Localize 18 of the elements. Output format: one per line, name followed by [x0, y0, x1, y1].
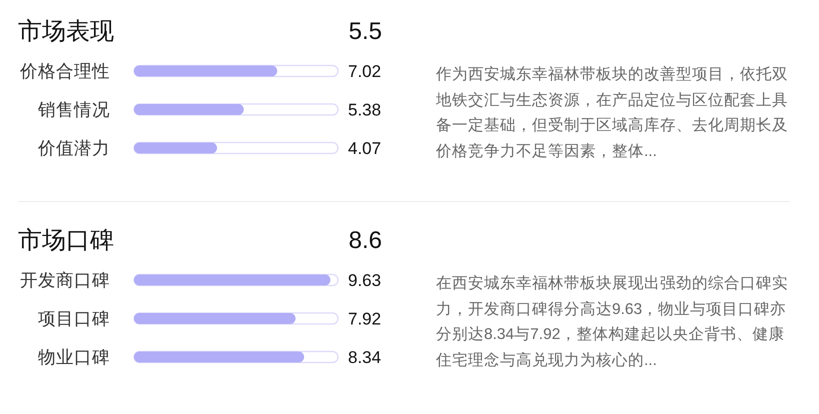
- text: 作为西安城东幸福林带板块的改善型项目，依托双地铁交汇与生态资源，在产品定位与区位配套上具备一定基础，但受制于区域高库存、去化周期长及价格竞争力不足等因素，整体...: [436, 64, 789, 162]
- data-label: 7.92: [348, 310, 382, 328]
- y-tick-label: 开发商口碑: [20, 270, 110, 290]
- data-label: 9.63: [348, 271, 382, 290]
- data-label: 7.02: [348, 62, 382, 81]
- y-tick-label: 物业口碑: [38, 347, 110, 367]
- y-tick-label: 价值潜力: [37, 138, 110, 158]
- chart-subtitle: 8.6: [348, 227, 382, 254]
- chart-title: 市场表现: [18, 18, 114, 45]
- data-label: 5.38: [348, 100, 382, 120]
- chart-title: 市场口碑: [18, 227, 114, 254]
- data-label: 4.07: [348, 139, 382, 158]
- y-tick-label: 销售情况: [37, 100, 110, 120]
- chart-subtitle: 5.5: [348, 18, 382, 45]
- data-label: 8.34: [348, 348, 382, 367]
- y-tick-label: 项目口碑: [38, 308, 110, 328]
- text: 在西安城东幸福林带板块展现出强劲的综合口碑实力，开发商口碑得分高达9.63，物业与项目口碑亦分别达8.34与7.92，整体构建起以央企背书、健康住宅理念与高兑现力为核心的...: [436, 274, 789, 370]
- y-tick-label: 价格合理性: [19, 61, 110, 81]
